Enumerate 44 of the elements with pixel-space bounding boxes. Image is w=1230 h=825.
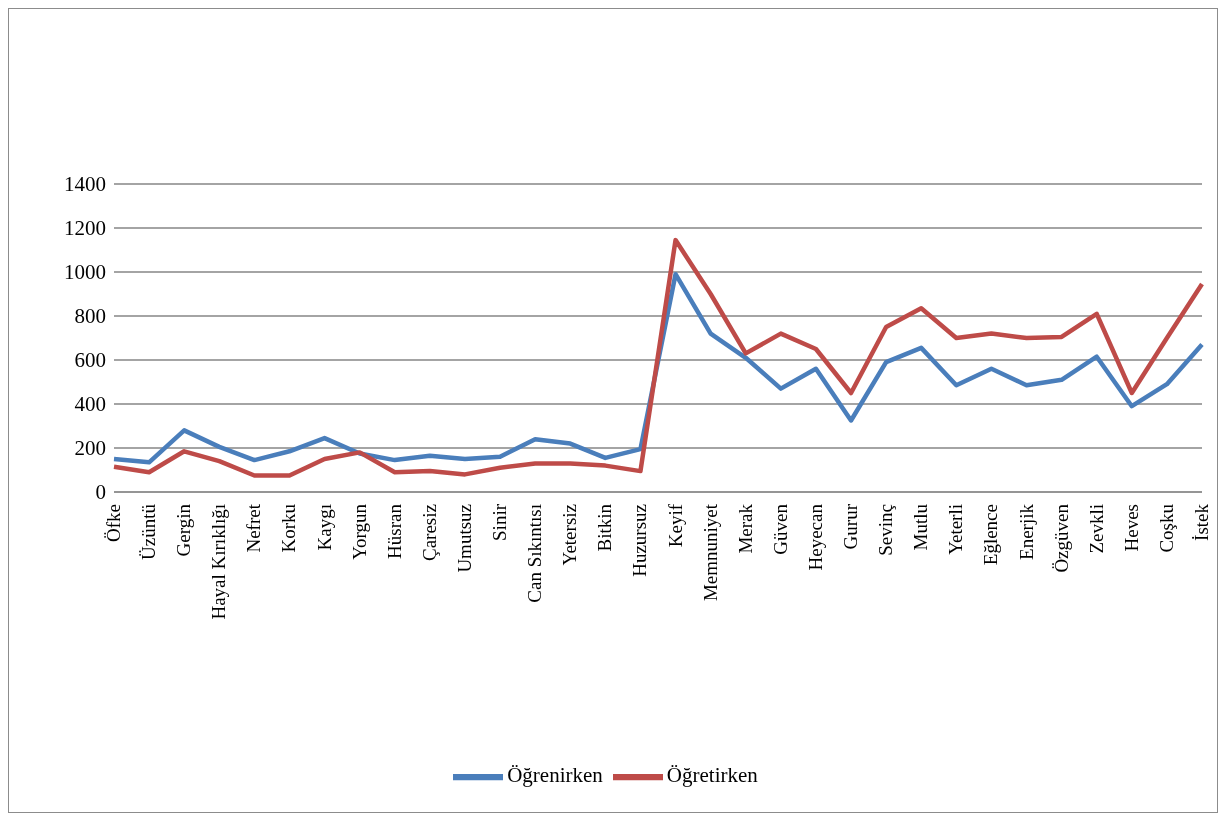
y-tick-label: 600 <box>74 348 106 373</box>
x-tick-label: Kaygı <box>313 504 335 551</box>
legend-label: Öğretirken <box>666 762 758 787</box>
x-tick-label: Memnuniyet <box>699 503 721 602</box>
x-tick-label: Öfke <box>103 504 124 542</box>
x-tick-label: Can Sıkıntısı <box>524 504 546 603</box>
x-tick-label: Merak <box>734 503 756 554</box>
line-series <box>111 237 1205 478</box>
x-tick-label: Heves <box>1120 504 1142 552</box>
x-tick-label: Heyecan <box>804 503 826 571</box>
y-tick-label: 0 <box>95 480 106 505</box>
x-tick-label: Güven <box>769 503 791 555</box>
y-tick-label: 1400 <box>64 172 106 197</box>
x-tick-label: Gurur <box>840 503 862 550</box>
line-series <box>111 271 1205 465</box>
x-tick-label: Zevkli <box>1085 504 1107 554</box>
x-tick-label: Huzursuz <box>629 504 651 577</box>
y-tick-label: 1000 <box>64 260 106 285</box>
y-tick-label: 400 <box>74 392 106 417</box>
x-tick-label: İstek <box>1191 503 1212 541</box>
x-tick-label: Coşku <box>1155 503 1177 553</box>
x-tick-label: Nefret <box>243 503 265 553</box>
y-tick-label: 800 <box>74 304 106 329</box>
x-tick-label: Gergin <box>173 503 195 557</box>
x-tick-label: Enerjik <box>1015 503 1037 560</box>
x-tick-label: Hüsran <box>383 503 405 559</box>
y-tick-label: 1200 <box>64 216 106 241</box>
x-tick-label: Yorgun <box>348 503 370 560</box>
x-tick-label: Yetersiz <box>559 504 581 566</box>
x-tick-label: Mutlu <box>910 503 932 551</box>
y-tick-label: 200 <box>74 436 106 461</box>
x-tick-label: Umutsuz <box>453 504 475 573</box>
x-tick-label: Hayal Kırıklığı <box>208 504 230 620</box>
x-tick-label: Yeterli <box>945 504 967 555</box>
legend-label: Öğrenirken <box>507 762 603 787</box>
x-tick-label: Keyif <box>664 503 686 548</box>
x-tick-label: Sevinç <box>875 504 897 556</box>
x-tick-label: Eğlence <box>980 504 1002 566</box>
x-tick-label: Korku <box>278 503 300 553</box>
x-tick-label: Bitkin <box>594 503 616 552</box>
x-tick-label: Özgüven <box>1050 503 1072 573</box>
x-tick-label: Sinir <box>489 503 511 541</box>
x-tick-label: Çaresiz <box>418 504 440 561</box>
x-tick-label: Üzüntü <box>138 503 160 560</box>
